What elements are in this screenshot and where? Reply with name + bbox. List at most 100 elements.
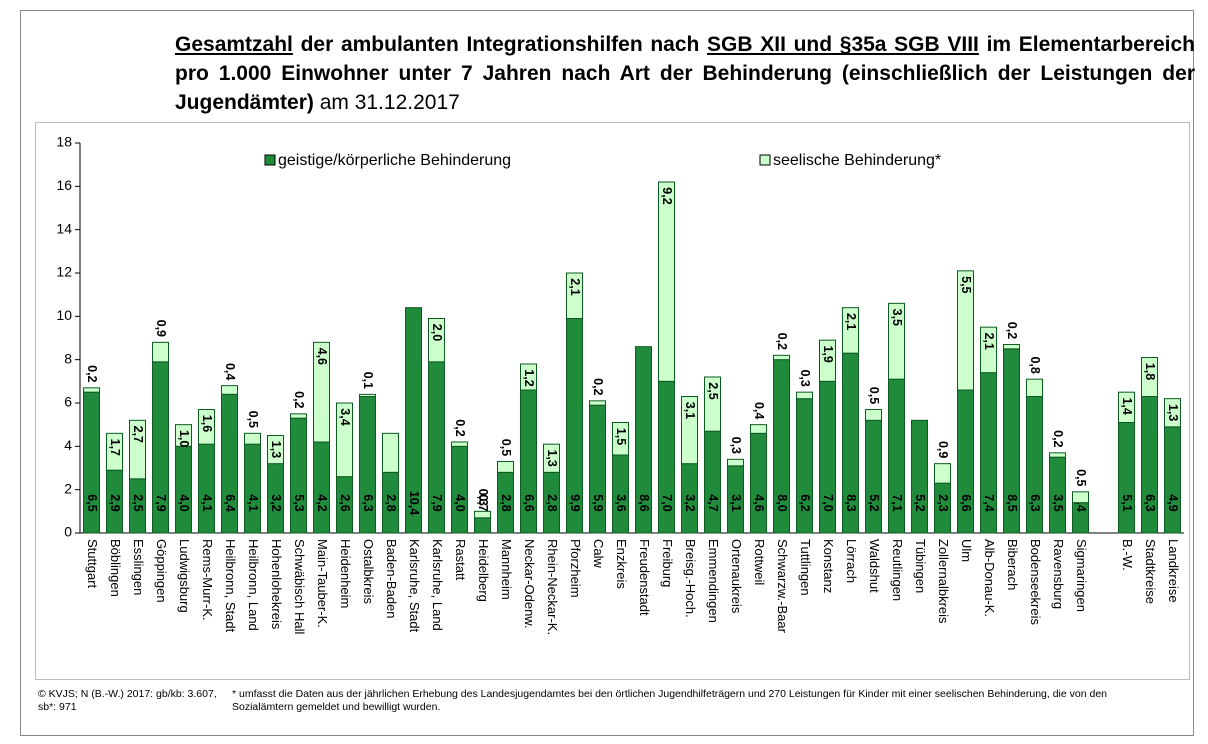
bar-segment	[865, 409, 882, 421]
bar-segment	[750, 432, 767, 534]
value-label: 1,6	[200, 415, 214, 432]
bar-segment	[451, 441, 468, 447]
x-tick-label: Pforzheim	[568, 539, 583, 598]
value-label: 0,4	[752, 402, 766, 419]
bar-segment	[704, 430, 721, 534]
value-label: 2,1	[982, 332, 996, 349]
value-label: 0,2	[453, 419, 467, 436]
x-tick-label: Ludwigsburg	[177, 539, 192, 613]
x-tick-label: Zollernalbkreis	[936, 539, 951, 624]
value-label: 1,2	[522, 369, 536, 386]
bar-segment	[635, 346, 652, 534]
bar-segment	[474, 517, 491, 534]
x-tick-label: Karlsruhe, Stadt	[407, 539, 422, 633]
value-label: 5,9	[591, 494, 605, 511]
bar-segment	[221, 393, 238, 534]
legend-swatch	[759, 154, 771, 166]
value-label: 0,1	[361, 372, 375, 389]
value-label: 0,9	[936, 441, 950, 458]
title-part: im Elementarbereich pro 1.000 Einwohner …	[175, 33, 1196, 114]
y-tick-label: 8	[64, 350, 72, 366]
x-tick-label: Konstanz	[821, 539, 836, 593]
x-tick-label: Sigmaringen	[1074, 539, 1089, 612]
value-label: 6,2	[798, 494, 812, 511]
value-label: 7,9	[154, 494, 168, 511]
bar-segment	[1164, 398, 1181, 428]
value-label: 4,0	[453, 494, 467, 511]
bar-segment	[428, 318, 445, 363]
bar-segment	[704, 376, 721, 432]
bar-segment	[313, 341, 330, 443]
x-tick-label: Heilbronn, Stadt	[223, 539, 238, 633]
value-label: 1,4	[1120, 397, 1134, 414]
x-tick-label: Waldshut	[867, 539, 882, 593]
bar-segment	[244, 432, 261, 445]
bar-segment	[1164, 426, 1181, 534]
value-label: 8,6	[637, 494, 651, 511]
bar-segment	[1026, 396, 1043, 534]
bar-segment	[842, 307, 859, 354]
y-tick-label: 6	[64, 394, 72, 410]
bar-segment	[1049, 452, 1066, 458]
x-tick-label: Tübingen	[913, 539, 928, 593]
value-label: 2,1	[568, 278, 582, 295]
x-tick-label: Rastatt	[453, 539, 468, 581]
x-tick-label: Alb-Donau-K.	[982, 539, 997, 617]
value-label: 1,3	[269, 441, 283, 458]
x-tick-label: Emmendingen	[706, 539, 721, 623]
value-label: 2,5	[706, 382, 720, 399]
bar-segment	[1118, 391, 1135, 423]
x-tick-label: Schwarzw.-Baar	[775, 539, 790, 634]
y-tick-label: 12	[56, 264, 72, 280]
bar-segment	[359, 396, 376, 534]
value-label: 3,2	[269, 494, 283, 511]
value-label: 3,1	[683, 402, 697, 419]
value-label: 0,7	[476, 494, 490, 511]
value-label: 2,5	[131, 494, 145, 511]
bar-segment	[359, 393, 376, 398]
x-tick-label: Biberach	[1005, 539, 1020, 590]
bar-segment	[543, 443, 560, 473]
value-label: 6,6	[959, 494, 973, 511]
value-label: 1,7	[108, 439, 122, 456]
value-label: 2,6	[338, 494, 352, 511]
value-label: 2,7	[131, 426, 145, 443]
bar-segment	[175, 445, 192, 534]
value-label: 0,5	[246, 411, 260, 428]
bar-segment	[750, 424, 767, 434]
bar-segment	[175, 424, 192, 447]
y-tick-label: 16	[56, 177, 72, 193]
bar-segment	[221, 385, 238, 395]
x-tick-label: Ortenaukreis	[729, 539, 744, 614]
value-label: 8,3	[844, 494, 858, 511]
bar-segment	[1141, 357, 1158, 397]
x-tick-label: Calw	[591, 539, 606, 569]
title-part: am 31.12.2017	[313, 91, 460, 114]
value-label: 2,8	[499, 494, 513, 511]
value-label: 4,6	[315, 348, 329, 365]
legend-label: seelische Behinderung*	[773, 152, 941, 169]
x-tick-label: Rhein-Neckar-K.	[545, 539, 560, 635]
x-tick-label: B.-W.	[1120, 539, 1135, 571]
footnote: * umfasst die Daten aus der jährlichen E…	[232, 688, 1107, 713]
value-label: 6,6	[522, 494, 536, 511]
value-label: 7,4	[982, 494, 996, 511]
x-tick-label: Landkreise	[1166, 539, 1181, 603]
x-tick-label: Heidelberg	[476, 539, 491, 602]
value-label: 4,1	[200, 494, 214, 511]
bar-segment	[313, 441, 330, 534]
bar-segment	[957, 270, 974, 391]
bar-segment	[612, 422, 629, 456]
bar-segment	[796, 398, 813, 534]
value-label: 0,2	[85, 365, 99, 382]
value-label: 0,2	[292, 391, 306, 408]
value-label: 2,3	[936, 494, 950, 511]
value-label: 1,9	[821, 345, 835, 362]
x-tick-label: Heidenheim	[338, 539, 353, 608]
value-label: 4,9	[1166, 494, 1180, 511]
bar-segment	[152, 341, 169, 363]
title-part: Gesamtzahl	[175, 33, 293, 56]
bar-segment	[980, 326, 997, 374]
value-label: 0,2	[591, 378, 605, 395]
